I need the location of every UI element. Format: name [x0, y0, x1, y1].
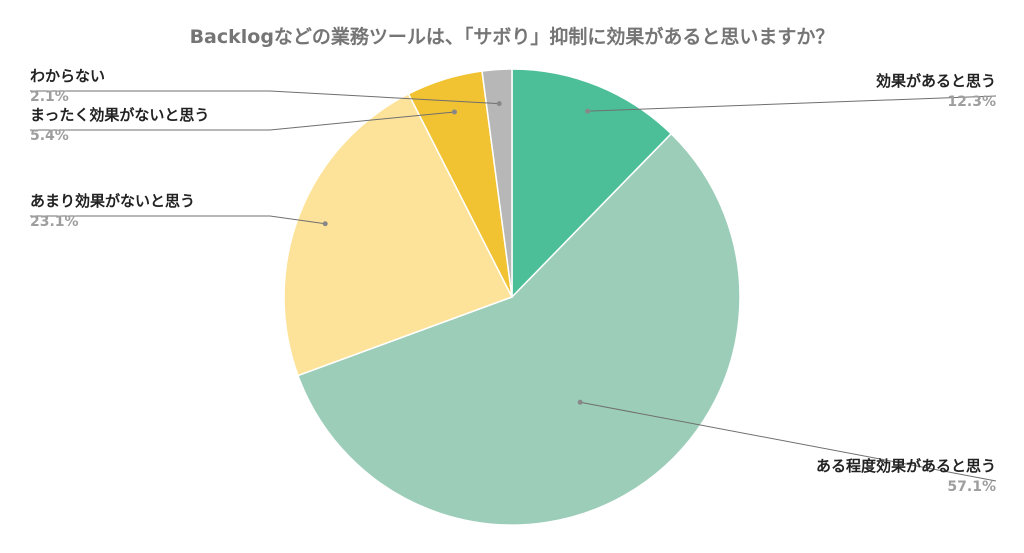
slice-label-5: わからない: [30, 67, 105, 85]
slice-percent-2: 57.1%: [947, 479, 996, 495]
pie-slice-2: [297, 132, 741, 526]
slice-label-1: 効果があると思う: [876, 72, 996, 90]
leader-line-2: [580, 401, 997, 482]
leader-dot-5: [496, 101, 502, 107]
slice-percent-3: 23.1%: [30, 214, 79, 230]
slice-label-2: ある程度効果があると思う: [816, 457, 996, 475]
leader-line-4: [30, 111, 455, 131]
pie-slice-5: [481, 68, 513, 298]
pie-slice-1: [511, 68, 673, 299]
leader-dot-4: [451, 109, 457, 115]
slice-percent-1: 12.3%: [947, 94, 996, 110]
slice-label-4: まったく効果がないと思う: [30, 106, 209, 124]
leader-line-3: [30, 215, 326, 225]
pie-slice-3: [283, 92, 514, 377]
leader-dot-2: [577, 399, 583, 405]
leader-dot-3: [322, 221, 328, 227]
leader-line-1: [587, 95, 997, 112]
slice-label-3: あまり効果がないと思う: [30, 192, 195, 210]
slice-percent-4: 5.4%: [30, 128, 69, 144]
slice-percent-5: 2.1%: [30, 89, 69, 105]
leader-lines: [30, 90, 997, 482]
slice-labels: 効果があると思う 12.3% ある程度効果があると思う 57.1% あまり効果がないと思…: [30, 67, 996, 495]
leader-line-5: [30, 90, 500, 105]
chart-title: Backlogなどの業務ツールは、「サボり」抑制に効果があると思いますか？: [190, 25, 835, 48]
leader-dot-1: [585, 108, 591, 114]
pie-slices: [283, 68, 741, 526]
